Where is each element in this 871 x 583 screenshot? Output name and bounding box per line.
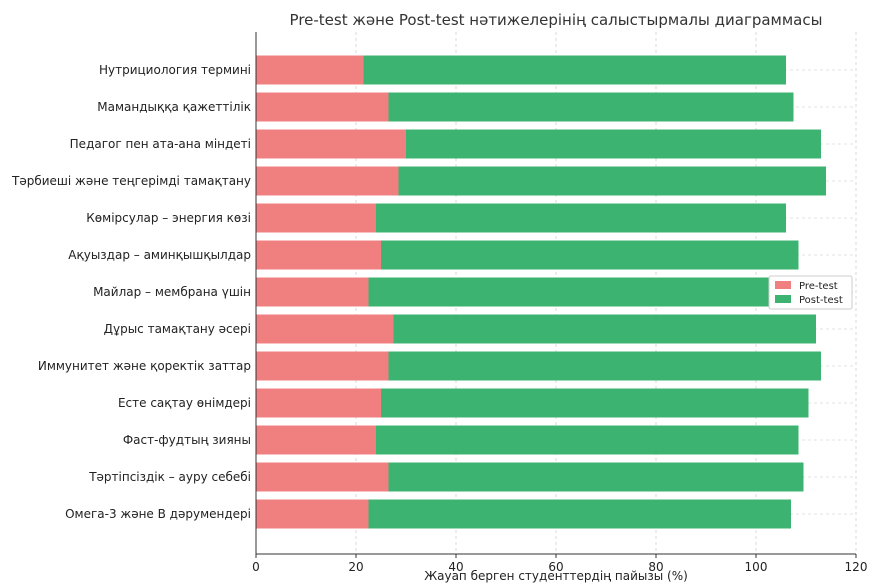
legend-swatch [775, 295, 791, 303]
category-label: Мамандыққа қажеттілік [97, 100, 251, 114]
bar-post-test [388, 462, 804, 492]
bar-pre-test [256, 92, 389, 122]
x-axis-label: Жауап берген студенттердің пайызы (%) [424, 569, 688, 583]
bar-pre-test [256, 203, 376, 233]
x-axis-ticks: 0 20 40 60 80 100 120 [252, 554, 867, 574]
bar-post-test [376, 203, 786, 233]
legend-label: Pre-test [799, 281, 838, 292]
bar-post-test [381, 388, 809, 418]
category-label: Иммунитет және қоректік заттар [38, 359, 251, 373]
x-tick-label: 40 [448, 560, 463, 574]
bar-pre-test [256, 499, 369, 529]
chart-title: Pre-test және Post-test нәтижелерінің са… [290, 11, 823, 29]
category-label: Тәртіпсіздік – ауру себебі [88, 470, 251, 484]
category-label: Омега-3 және В дәрумендері [65, 507, 251, 521]
bar-pre-test [256, 462, 389, 492]
bar-post-test [368, 499, 791, 529]
bar-pre-test [256, 277, 369, 307]
legend-label: Post-test [799, 295, 843, 306]
bar-post-test [376, 425, 799, 455]
x-tick-label: 100 [745, 560, 768, 574]
bar-post-test [388, 351, 821, 381]
bar-pre-test [256, 425, 376, 455]
x-tick-label: 0 [252, 560, 260, 574]
bar-post-test [393, 314, 816, 344]
category-label: Дұрыс тамақтану әсері [104, 322, 251, 336]
bar-post-test [363, 55, 786, 85]
bar-post-test [388, 92, 794, 122]
bar-pre-test [256, 351, 389, 381]
bar-pre-test [256, 55, 364, 85]
bar-post-test [398, 166, 826, 196]
bar-pre-test [256, 388, 381, 418]
x-tick-label: 60 [548, 560, 563, 574]
legend-swatch [775, 281, 791, 289]
category-label: Есте сақтау өнімдері [118, 396, 251, 410]
category-label: Майлар – мембрана үшін [93, 285, 251, 299]
category-label: Фаст-фудтың зияны [123, 433, 251, 447]
bar-post-test [406, 129, 821, 159]
bar-post-test [381, 240, 799, 270]
category-label: Нутрициология термині [99, 63, 251, 77]
category-labels: Нутрициология термині Мамандыққа қажеттіл… [11, 63, 251, 521]
category-label: Ақуыздар – аминқышқылдар [68, 248, 251, 262]
bar-post-test [368, 277, 769, 307]
bar-pre-test [256, 129, 406, 159]
bars-group [256, 55, 826, 529]
legend: Pre-test Post-test [768, 275, 853, 310]
category-label: Тәрбиеші және теңгерімді тамақтану [11, 174, 251, 188]
x-tick-label: 20 [348, 560, 363, 574]
category-label: Педагог пен ата-ана міндеті [70, 137, 251, 151]
category-label: Көмірсулар – энергия көзі [86, 211, 251, 225]
bar-pre-test [256, 240, 381, 270]
x-tick-label: 80 [648, 560, 663, 574]
bar-pre-test [256, 314, 394, 344]
bar-pre-test [256, 166, 399, 196]
x-tick-label: 120 [845, 560, 868, 574]
